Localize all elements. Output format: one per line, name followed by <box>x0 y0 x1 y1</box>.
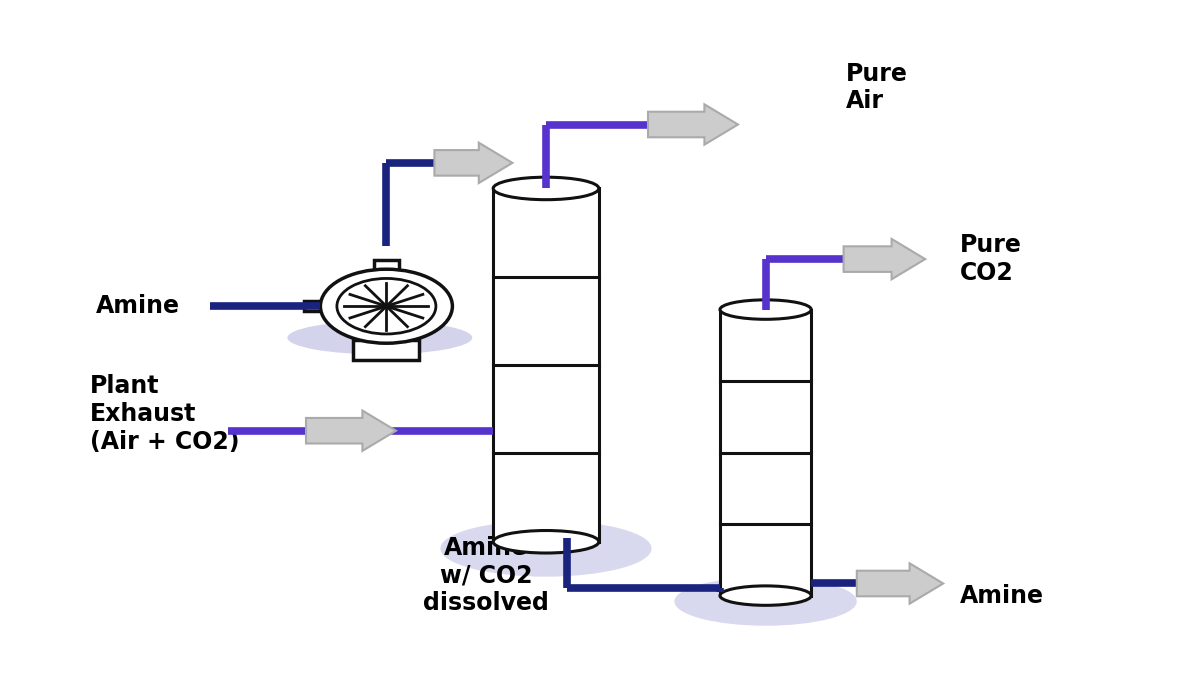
Circle shape <box>337 279 436 334</box>
FancyArrow shape <box>857 563 943 604</box>
Ellipse shape <box>288 321 473 354</box>
Ellipse shape <box>720 300 811 319</box>
FancyArrow shape <box>434 143 512 183</box>
Bar <box>374 260 398 273</box>
FancyArrow shape <box>306 411 396 451</box>
Bar <box>493 188 599 542</box>
Ellipse shape <box>720 586 811 605</box>
Bar <box>720 310 811 596</box>
Text: Pure
Air: Pure Air <box>846 62 908 113</box>
Ellipse shape <box>493 177 599 200</box>
FancyArrow shape <box>648 104 738 145</box>
Bar <box>353 340 420 360</box>
Text: Pure
CO2: Pure CO2 <box>960 234 1022 285</box>
Ellipse shape <box>493 530 599 553</box>
Text: Amine: Amine <box>96 294 180 318</box>
Text: Amine: Amine <box>960 583 1044 608</box>
Ellipse shape <box>674 577 857 626</box>
Circle shape <box>320 269 452 343</box>
Ellipse shape <box>440 520 652 577</box>
FancyArrow shape <box>844 239 925 279</box>
Text: Amine
w/ CO2
dissolved: Amine w/ CO2 dissolved <box>424 536 548 615</box>
Text: Plant
Exhaust
(Air + CO2): Plant Exhaust (Air + CO2) <box>90 374 240 454</box>
Bar <box>304 301 325 312</box>
